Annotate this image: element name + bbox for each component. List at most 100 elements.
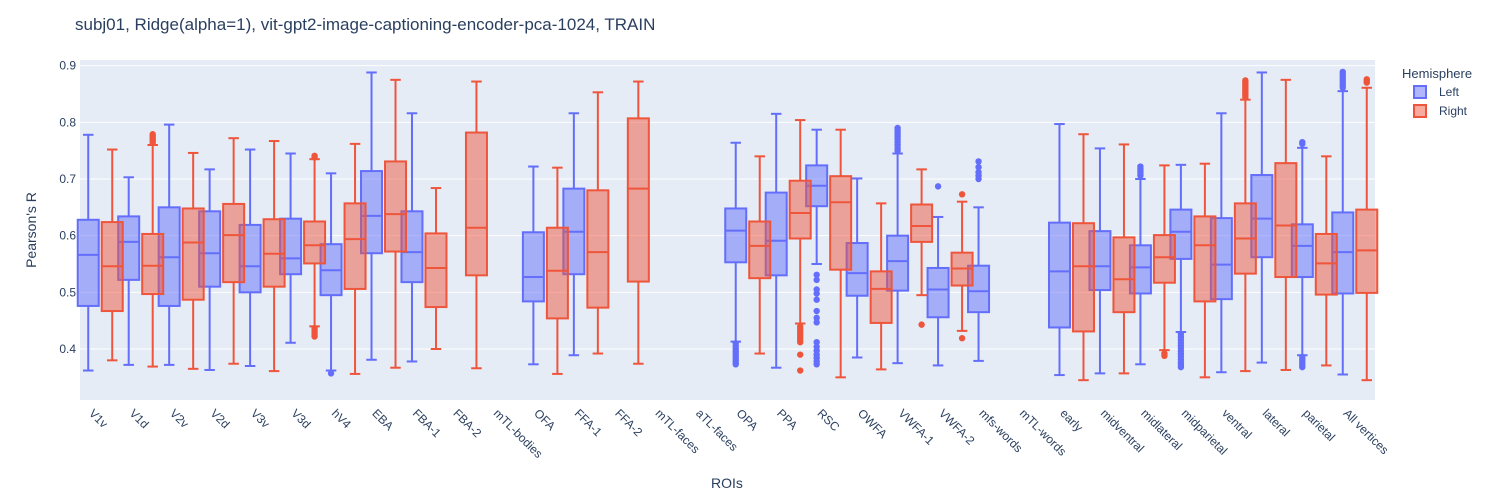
outlier-point	[1339, 84, 1346, 91]
box-left[interactable]	[724, 141, 748, 368]
x-tick-label: V2d	[208, 406, 233, 431]
outlier-point	[327, 370, 335, 377]
iqr-box	[586, 189, 610, 309]
outlier-point	[1177, 363, 1185, 371]
box-right[interactable]	[626, 80, 650, 365]
x-axis-title: ROIs	[711, 475, 743, 491]
box-right[interactable]	[1152, 164, 1176, 359]
iqr-box	[181, 207, 205, 301]
box-right[interactable]	[222, 137, 246, 365]
outlier-point	[1299, 363, 1306, 371]
box-series	[76, 68, 1379, 382]
box-right[interactable]	[1233, 77, 1257, 373]
x-tick-label: VWFA-1	[895, 406, 937, 448]
x-axis-ticks: V1v V1d V2v V2d V3v V3d hV4 EBA FBA-1 FBA-2 mTL-bo…	[86, 406, 1391, 461]
x-tick-label: All vertices	[1341, 406, 1392, 457]
x-tick-label: VWFA-2	[936, 406, 978, 448]
outlier-point	[894, 147, 901, 154]
iqr-box	[910, 203, 934, 243]
iqr-box	[1152, 234, 1176, 284]
box-right[interactable]	[343, 142, 367, 375]
outlier-point	[975, 158, 982, 165]
iqr-box	[1112, 236, 1136, 314]
x-tick-label: FFA-1	[572, 406, 605, 439]
outlier-point	[934, 183, 942, 190]
iqr-box	[1193, 215, 1217, 303]
box-left[interactable]	[521, 165, 545, 366]
box-right[interactable]	[384, 78, 408, 369]
box-right[interactable]	[424, 187, 448, 350]
outlier-point	[918, 321, 925, 328]
box-right[interactable]	[950, 191, 974, 342]
outlier-point	[311, 154, 318, 161]
iqr-box	[748, 220, 772, 280]
box-right[interactable]	[748, 155, 772, 355]
box-right[interactable]	[100, 148, 124, 362]
outlier-point	[958, 335, 966, 342]
outlier-point	[813, 319, 820, 326]
legend-item-right[interactable]: Right	[1413, 104, 1468, 118]
outlier-point	[813, 314, 820, 322]
box-right[interactable]	[869, 202, 893, 371]
box-right[interactable]	[1274, 78, 1298, 371]
iqr-box	[424, 232, 448, 309]
x-tick-label: OPA	[734, 406, 761, 433]
x-tick-label: FBA-1	[410, 406, 444, 440]
box-right[interactable]	[303, 152, 327, 340]
x-tick-label: V2v	[167, 406, 192, 431]
y-tick-label: 0.7	[59, 172, 76, 186]
iqr-box	[76, 218, 100, 307]
outlier-point	[813, 361, 820, 368]
y-tick-label: 0.6	[59, 229, 76, 243]
x-tick-label: V1d	[127, 406, 152, 431]
box-right[interactable]	[141, 131, 165, 368]
box-left[interactable]	[926, 183, 950, 367]
box-right[interactable]	[1193, 162, 1217, 379]
legend-swatch	[1413, 85, 1427, 99]
outlier-point	[1161, 352, 1168, 359]
legend[interactable]: Hemisphere Left Right	[1402, 66, 1472, 118]
x-tick-label: V1v	[86, 406, 111, 431]
iqr-box	[521, 231, 545, 303]
iqr-box	[141, 232, 165, 296]
box-right[interactable]	[1314, 155, 1338, 367]
y-tick-label: 0.4	[59, 342, 76, 356]
iqr-box	[343, 202, 367, 290]
box-right[interactable]	[586, 91, 610, 355]
x-tick-label: OWFA	[855, 406, 890, 441]
box-right[interactable]	[910, 168, 934, 328]
outlier-point	[813, 296, 820, 303]
box-right[interactable]	[181, 151, 205, 370]
legend-label: Right	[1439, 104, 1468, 118]
outlier-point	[813, 290, 820, 297]
box-right[interactable]	[262, 140, 286, 373]
outlier-point	[813, 339, 820, 346]
y-axis-ticks: 0.4 0.5 0.6 0.7 0.8 0.9	[59, 59, 76, 356]
box-right[interactable]	[1071, 133, 1095, 382]
iqr-box	[545, 226, 569, 320]
outlier-point	[797, 351, 804, 358]
outlier-point	[1299, 140, 1306, 148]
iqr-box	[869, 270, 893, 324]
legend-item-left[interactable]: Left	[1413, 85, 1460, 99]
iqr-box	[303, 220, 327, 265]
box-right[interactable]	[788, 119, 812, 374]
box-right[interactable]	[464, 80, 488, 370]
box-right[interactable]	[829, 128, 853, 379]
x-tick-label: V3v	[248, 406, 273, 431]
box-left[interactable]	[76, 133, 100, 372]
iqr-box	[1071, 222, 1095, 333]
y-axis-title: Pearson's R	[23, 192, 39, 268]
outlier-point	[1363, 79, 1370, 86]
outlier-point	[797, 367, 804, 374]
box-left[interactable]	[1331, 68, 1355, 376]
box-right[interactable]	[1112, 143, 1136, 375]
iqr-box	[1047, 221, 1071, 329]
box-right[interactable]	[545, 166, 569, 375]
x-tick-label: FBA-2	[450, 406, 484, 440]
iqr-box	[829, 175, 853, 271]
x-tick-label: hV4	[329, 406, 354, 431]
box-left[interactable]	[1047, 123, 1071, 377]
box-right[interactable]	[1355, 76, 1379, 382]
outlier-point	[1137, 172, 1144, 179]
